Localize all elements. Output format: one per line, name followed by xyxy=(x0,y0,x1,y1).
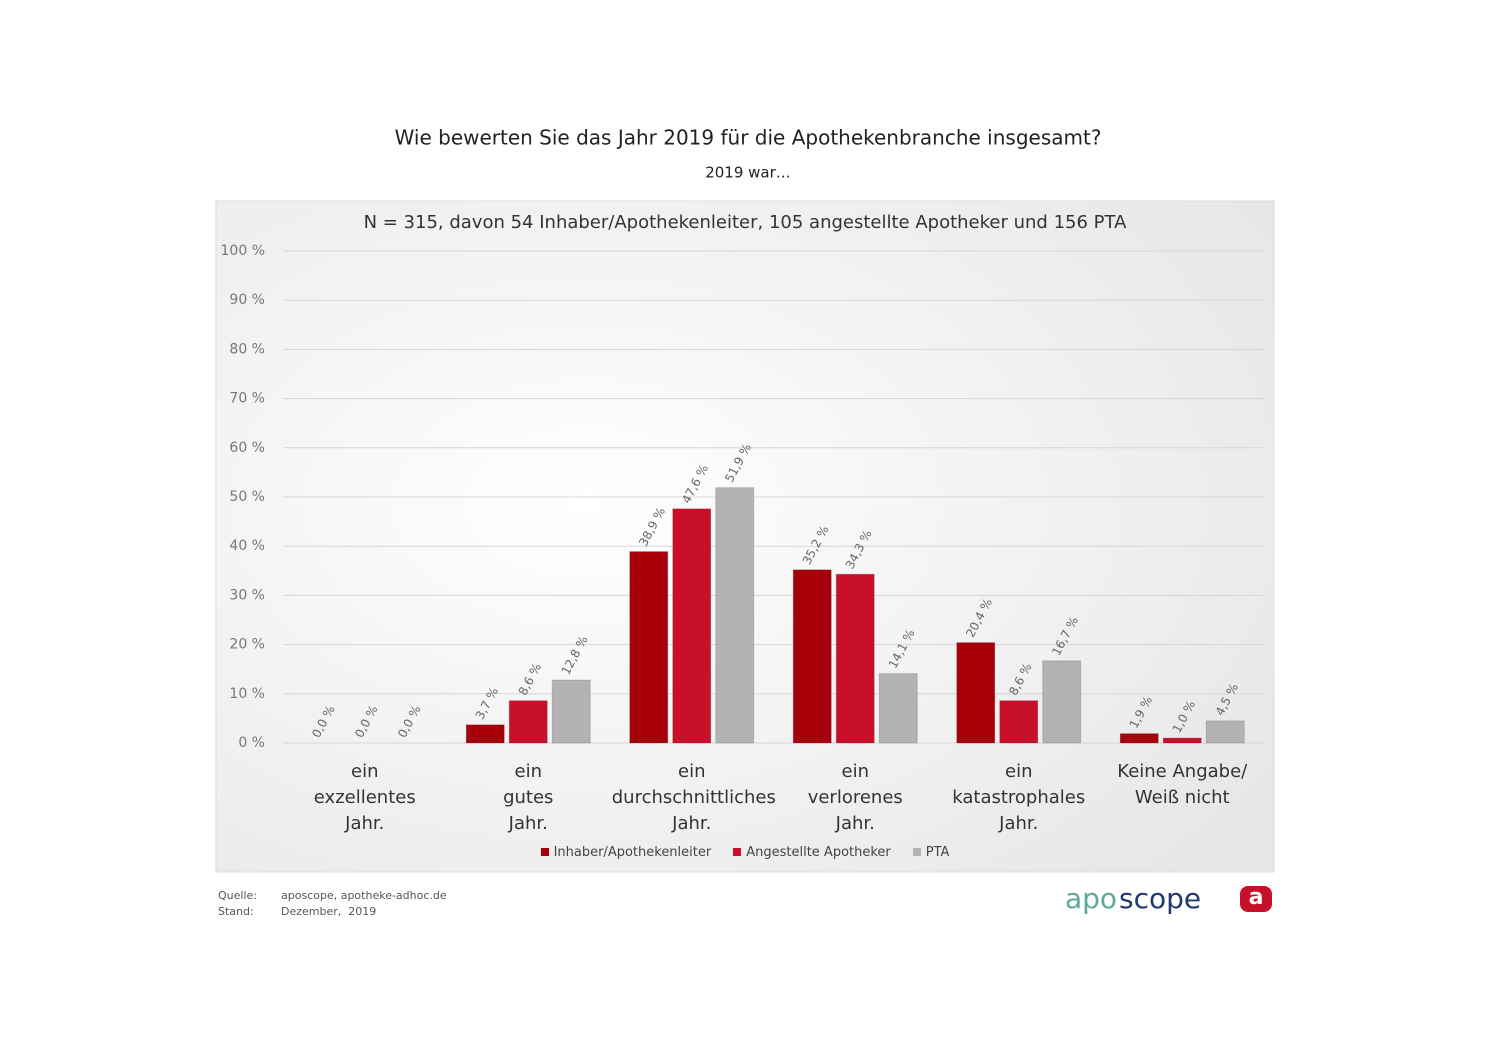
bar xyxy=(999,700,1039,744)
y-tick-label: 40 % xyxy=(229,538,265,554)
y-tick-label: 50 % xyxy=(229,489,265,505)
logo-icon-bg xyxy=(1240,886,1272,912)
logo-part: scope xyxy=(1119,882,1201,915)
y-tick-label: 20 % xyxy=(229,637,265,653)
logo-icon: a xyxy=(1249,885,1264,910)
x-tick-label: ein durchschnittliches Jahr. xyxy=(611,761,776,834)
y-tick-label: 70 % xyxy=(229,391,265,407)
bar xyxy=(672,508,712,744)
bar xyxy=(551,679,591,744)
x-tick-label: ein gutes Jahr. xyxy=(503,761,554,834)
bar xyxy=(1119,733,1159,744)
annotation: N = 315, davon 54 Inhaber/Apothekenleite… xyxy=(364,212,1128,233)
bar xyxy=(508,700,548,744)
legend-item: Angestellte Apotheker xyxy=(733,845,891,860)
grid: 0 % 10 % 20 % 30 % 40 % 50 % 60 % 70 % 80 % 90 % 1… xyxy=(221,243,1264,751)
logo-part: apo xyxy=(1065,882,1117,915)
x-tick-label: ein exzellentes Jahr. xyxy=(313,761,416,834)
source-label: Quelle: xyxy=(218,889,257,902)
chart-title: Wie bewerten Sie das Jahr 2019 für die A… xyxy=(395,126,1102,150)
date-label: Stand: xyxy=(218,905,254,918)
legend-item: PTA xyxy=(912,845,950,860)
bar xyxy=(956,642,996,744)
x-tick-label: Keine Angabe/ Weiß nicht xyxy=(1117,761,1248,808)
y-tick-label: 30 % xyxy=(229,587,265,603)
bar xyxy=(1205,720,1245,744)
legend: Inhaber/Apothekenleiter Angestellte Apoth… xyxy=(216,845,1274,860)
bar xyxy=(465,724,505,744)
y-tick-label: 60 % xyxy=(229,440,265,456)
y-tick-label: 10 % xyxy=(229,686,265,702)
x-tick-label: ein verlorenes Jahr. xyxy=(807,761,903,834)
chart-subtitle: 2019 war… xyxy=(705,164,791,182)
bar xyxy=(878,673,918,744)
legend-item: Inhaber/Apothekenleiter xyxy=(540,845,712,860)
bar xyxy=(715,487,755,744)
bar xyxy=(792,569,832,744)
legend-swatch xyxy=(912,848,921,856)
legend-label: Inhaber/Apothekenleiter xyxy=(553,845,712,860)
date: Dezember, 2019 xyxy=(281,905,377,918)
y-tick-label: 0 % xyxy=(238,735,265,751)
legend-swatch xyxy=(733,848,742,856)
source: aposcope, apotheke-adhoc.de xyxy=(281,889,447,902)
bar xyxy=(629,551,669,744)
y-tick-label: 80 % xyxy=(229,341,265,357)
y-tick-label: 100 % xyxy=(221,243,265,259)
bar xyxy=(1042,660,1082,744)
legend-label: PTA xyxy=(925,845,950,860)
y-tick-label: 90 % xyxy=(229,292,265,308)
x-tick-label: ein katastrophales Jahr. xyxy=(952,761,1086,834)
bar xyxy=(1162,737,1202,744)
legend-label: Angestellte Apotheker xyxy=(746,845,891,860)
bar xyxy=(835,573,875,744)
legend-swatch xyxy=(540,848,549,856)
